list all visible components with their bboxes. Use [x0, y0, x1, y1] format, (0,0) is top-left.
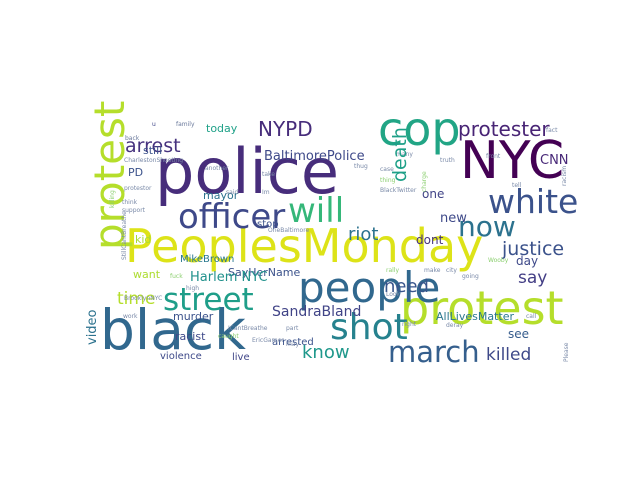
- word-shot: white: [488, 182, 578, 221]
- word-violence: live: [232, 352, 250, 363]
- word-death: killed: [486, 345, 531, 365]
- word-support: think: [122, 199, 138, 206]
- word-protester: NYPD: [258, 117, 313, 141]
- word-time: say: [518, 268, 547, 288]
- word-day: dont: [416, 233, 444, 247]
- word-say: death: [389, 127, 411, 182]
- word-charlestonshooting: back: [125, 135, 140, 142]
- word-think: protestor: [124, 185, 152, 192]
- word-tell: front: [486, 153, 501, 160]
- word-police: police: [155, 135, 339, 208]
- word-blacktwitter: OneBaltimore: [268, 227, 310, 234]
- word-sandrabland: BaltimorePolice: [264, 149, 365, 164]
- word-still: violence: [160, 351, 202, 362]
- word-u: still: [143, 144, 162, 157]
- word-icantbreathe: Look: [386, 291, 401, 298]
- word-another: support: [122, 207, 146, 214]
- word-march: street: [163, 282, 254, 318]
- word-justice: arrest: [125, 135, 181, 157]
- word-stop: want: [133, 268, 161, 281]
- word-people: protest: [400, 281, 564, 335]
- word-said: another: [205, 165, 229, 172]
- word-please: work: [123, 313, 138, 320]
- word-mikebrown: mayor: [203, 189, 239, 202]
- word-murder: racist: [175, 330, 206, 343]
- word-im: take: [262, 171, 275, 178]
- word-onebaltimore: racism: [561, 166, 568, 186]
- word-nyc: NYC: [460, 131, 564, 191]
- word-white: officer: [178, 197, 285, 237]
- word-harlem-nyc: SayHerName: [228, 266, 300, 279]
- word-ericgarner: ICantBreathe: [228, 325, 268, 332]
- word-truth: many: [396, 151, 413, 158]
- word-make: rally: [386, 267, 399, 274]
- word-see: day: [516, 254, 538, 268]
- word-protestor: killing: [109, 190, 116, 208]
- word-know: need: [384, 276, 429, 297]
- word-arrest: protester: [458, 117, 550, 141]
- word-racism: tell: [512, 182, 522, 189]
- word-protest: protest: [85, 101, 134, 250]
- word-thug: Im: [262, 189, 270, 196]
- word-deray: right: [402, 321, 417, 328]
- word-cloud-words: police black PeoplesMonday NYC cop prote…: [85, 101, 578, 369]
- word-city: make: [424, 267, 441, 274]
- word-mayor: stop: [257, 219, 279, 230]
- word-cop: cop: [378, 102, 461, 156]
- word-family: u: [152, 121, 156, 128]
- word-rally: charge: [421, 171, 428, 192]
- word-need: riot: [348, 224, 378, 245]
- word-front: thing: [380, 177, 396, 184]
- word-racist: today: [206, 122, 238, 135]
- word-stillcantbreathe: Please: [563, 342, 570, 362]
- word-arrested: MikeBrown: [180, 254, 234, 265]
- word-new: time: [117, 289, 155, 309]
- word-riot: justice: [501, 238, 564, 260]
- word-back: family: [176, 121, 195, 128]
- word-wooby: city: [446, 267, 457, 274]
- word-want: kid: [135, 233, 151, 246]
- word-one: PD: [128, 166, 143, 179]
- word-caught: part: [286, 325, 299, 332]
- word-fuck: BrooklynNYC: [124, 295, 162, 302]
- word-will: people: [298, 263, 440, 312]
- word-high: fuck: [170, 273, 183, 280]
- word-part: may: [286, 341, 300, 348]
- word-alllivesmatter: SandraBland: [272, 304, 361, 320]
- word-cnn: Harlem NYC: [190, 270, 268, 285]
- word-sayhername: AllLivesMatter: [436, 310, 514, 323]
- word-nypd: march: [388, 335, 480, 369]
- word-peoplesmonday: PeoplesMonday: [125, 219, 483, 273]
- word-sign: high: [186, 285, 199, 292]
- word-look: going: [462, 273, 479, 280]
- word-going: Wooby: [488, 257, 509, 264]
- word-officer: will: [288, 191, 344, 231]
- word-street: now: [458, 210, 516, 243]
- word-take: said: [226, 189, 238, 196]
- word-pd: CNN: [540, 153, 569, 168]
- word-brooklynnyc: StillCantBreathe: [121, 211, 128, 260]
- word-cloud-background: [98, 120, 572, 365]
- word-many: CharlestonShooting: [124, 157, 183, 164]
- word-call: deray: [446, 322, 464, 329]
- word-dont: one: [422, 187, 444, 201]
- word-case: thug: [354, 163, 368, 170]
- word-charge: BlackTwitter: [380, 187, 417, 194]
- word-fact: truth: [440, 157, 455, 164]
- word-work: call: [526, 313, 537, 320]
- word-now: shot: [330, 307, 408, 348]
- word-black: black: [100, 298, 246, 362]
- word-today: see: [508, 327, 529, 341]
- word-killing: fact: [546, 127, 558, 134]
- word-video: new: [440, 211, 467, 226]
- word-killed: know: [302, 342, 350, 363]
- word-kid: murder: [173, 310, 214, 323]
- word-baltimorepolice: video: [85, 309, 100, 345]
- word-thing: case: [380, 166, 394, 173]
- word-right: caught: [218, 333, 239, 340]
- word-live: arrested: [272, 337, 314, 348]
- word-may: EricGarner: [252, 337, 284, 344]
